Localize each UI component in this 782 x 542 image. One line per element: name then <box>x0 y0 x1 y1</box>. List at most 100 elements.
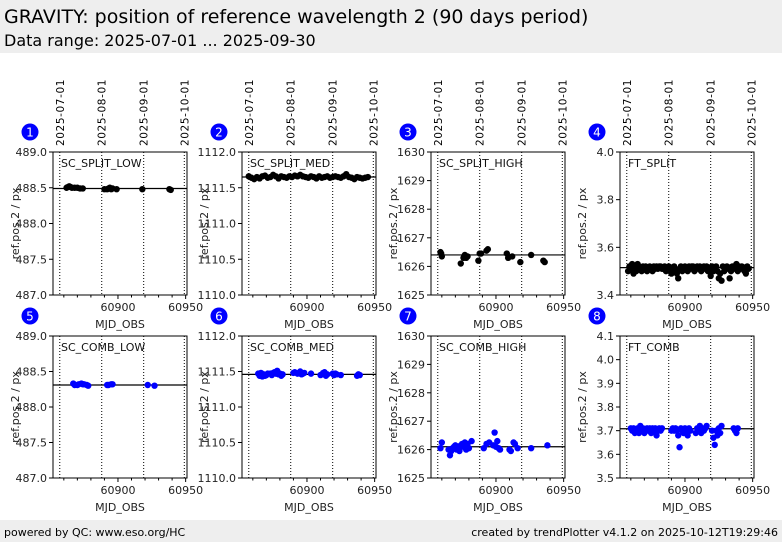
x-tick-label: 60900 <box>478 484 513 497</box>
data-point <box>279 371 286 378</box>
y-tick-label: 488.0 <box>16 218 48 231</box>
y-axis-label: ref.pos.2 / px <box>198 187 211 259</box>
panel-label: SC_SPLIT_MED <box>250 157 330 170</box>
y-tick-label: 487.0 <box>16 472 48 485</box>
y-tick-label: 1625 <box>397 289 425 302</box>
y-tick-label: 4.1 <box>597 330 615 343</box>
y-tick-label: 4.0 <box>597 146 615 159</box>
y-tick-label: 1111.0 <box>198 401 237 414</box>
panel-number: 1 <box>26 126 34 140</box>
date-tick-label: 2025-09-01 <box>328 79 340 146</box>
y-tick-label: 1112.0 <box>198 146 237 159</box>
data-point <box>324 371 331 378</box>
powered-by-text: powered by QC: www.eso.org/HC <box>4 526 186 539</box>
data-point <box>707 272 714 280</box>
x-axis-label: MJD_OBS <box>95 501 145 514</box>
data-point <box>109 381 116 388</box>
y-tick-label: 489.0 <box>16 146 48 159</box>
y-tick-label: 1628 <box>397 387 425 400</box>
data-point <box>726 275 733 282</box>
y-axis-label: ref.pos.2 / px <box>9 371 22 443</box>
panel-number: 5 <box>26 310 34 324</box>
chart-panel-7: 1625 1626 1627 1628 1629 1630 60900 60950 MJD_OB… <box>387 307 581 514</box>
date-tick-label: 2025-07-01 <box>433 79 445 146</box>
data-point <box>687 427 694 434</box>
y-tick-label: 3.6 <box>597 241 615 254</box>
x-tick-label: 60900 <box>289 301 324 314</box>
y-tick-label: 487.5 <box>16 437 48 450</box>
date-tick-label: 2025-08-01 <box>97 79 109 146</box>
data-point <box>167 186 174 194</box>
data-point <box>745 265 752 272</box>
y-tick-label: 1111.0 <box>198 218 237 231</box>
panel-number-badge <box>399 307 417 325</box>
footer-bar: powered by QC: www.eso.org/HC created by… <box>0 520 782 542</box>
y-tick-label: 3.5 <box>597 472 615 485</box>
x-axis-label: MJD_OBS <box>95 318 145 331</box>
y-axis-label: ref.pos.2 / px <box>576 371 589 443</box>
x-tick-label: 60900 <box>478 301 513 314</box>
y-tick-label: 1112.0 <box>198 330 237 343</box>
panel-number-badge <box>21 123 39 141</box>
data-point <box>509 253 516 260</box>
date-tick-label: 2025-07-01 <box>244 79 256 146</box>
chart-panel-6: 1110.0 1110.5 1111.0 1111.5 1112.0 60900 60950… <box>198 307 392 514</box>
panel-label: FT_COMB <box>628 341 680 354</box>
panel-number-badge <box>21 307 39 325</box>
data-point <box>527 251 535 259</box>
x-tick-label: 60950 <box>546 301 581 314</box>
data-point <box>364 173 372 181</box>
y-tick-label: 1626 <box>397 260 425 273</box>
date-tick-label: 2025-10-01 <box>368 79 380 146</box>
date-tick-label: 2025-09-01 <box>706 79 718 146</box>
y-tick-label: 3.9 <box>597 377 615 390</box>
y-tick-label: 1110.5 <box>198 253 237 266</box>
data-point <box>544 442 551 449</box>
panel-label: SC_COMB_HIGH <box>439 341 526 354</box>
data-point <box>144 381 151 389</box>
data-point <box>301 369 308 377</box>
data-point <box>456 447 463 455</box>
date-tick-label: 2025-07-01 <box>622 79 634 146</box>
chart-panel-4: 2025-07-01 2025-08-01 2025-09-01 2025-10-01… <box>576 79 770 331</box>
x-tick-label: 60950 <box>168 484 203 497</box>
data-point <box>79 185 86 192</box>
data-point <box>491 429 498 436</box>
panel-label: SC_COMB_LOW <box>61 341 145 354</box>
chart-panel-2: 2025-07-01 2025-08-01 2025-09-01 2025-10-01… <box>198 79 393 331</box>
y-tick-label: 488.5 <box>16 366 48 379</box>
y-tick-label: 1627 <box>397 232 425 245</box>
data-point <box>151 382 158 389</box>
y-tick-label: 1625 <box>397 472 425 485</box>
y-tick-label: 3.6 <box>597 448 615 461</box>
data-point <box>475 257 482 264</box>
y-tick-label: 1630 <box>397 146 425 159</box>
data-point <box>684 432 691 439</box>
plot-frame <box>52 335 188 479</box>
data-point <box>676 444 683 451</box>
plot-frame <box>430 335 566 479</box>
header-bar: GRAVITY: position of reference wavelengt… <box>0 0 782 53</box>
y-tick-label: 1111.5 <box>198 182 237 195</box>
x-axis-label: MJD_OBS <box>284 318 334 331</box>
x-tick-label: 60950 <box>735 301 770 314</box>
y-axis-label: ref.pos.2 / px <box>198 371 211 443</box>
data-point <box>517 258 524 266</box>
plot-frame <box>241 335 377 479</box>
data-point <box>356 371 363 379</box>
x-axis-label: MJD_OBS <box>662 318 712 331</box>
y-tick-label: 1628 <box>397 203 425 216</box>
panel-label: FT_SPLIT <box>628 157 676 170</box>
x-axis-label: MJD_OBS <box>473 501 523 514</box>
chart-panel-3: 2025-07-01 2025-08-01 2025-09-01 2025-10-01… <box>387 79 581 331</box>
date-tick-label: 2025-08-01 <box>664 79 676 146</box>
date-tick-label: 2025-10-01 <box>746 79 758 146</box>
data-point <box>711 441 718 449</box>
panel-number: 8 <box>593 310 601 324</box>
data-point <box>734 425 741 432</box>
panel-number: 3 <box>404 126 412 140</box>
panel-number-badge <box>210 307 228 325</box>
y-tick-label: 3.8 <box>597 401 615 414</box>
data-range-subtitle: Data range: 2025-07-01 ... 2025-09-30 <box>4 31 316 50</box>
